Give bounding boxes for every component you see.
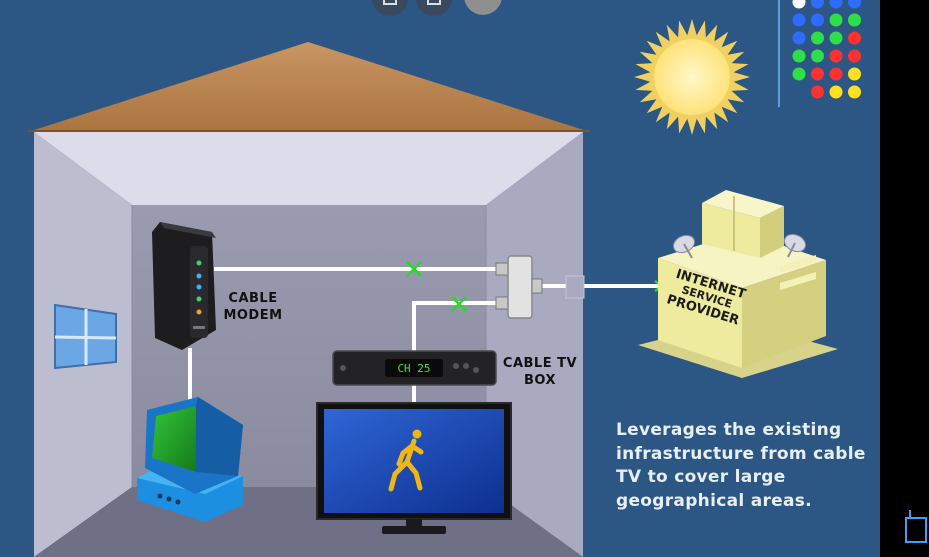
color-dot <box>848 31 861 45</box>
color-dot <box>848 13 861 27</box>
cable-tv-box: CH 25 <box>332 350 497 386</box>
color-dot <box>811 13 824 27</box>
color-dot <box>829 49 843 63</box>
control-icon <box>372 0 408 16</box>
color-dot <box>792 13 806 27</box>
isp-side-face <box>742 260 826 368</box>
tv-box-display: CH 25 <box>397 362 430 375</box>
color-dot <box>811 49 824 63</box>
color-dot <box>792 67 806 81</box>
control-icon <box>416 0 452 16</box>
color-dot <box>811 31 824 45</box>
television <box>316 402 512 534</box>
cable-tv-box-label: CABLE TV BOX <box>502 356 578 388</box>
status-led-icon <box>196 284 202 290</box>
color-dot <box>829 67 843 81</box>
connection-mark <box>451 296 467 312</box>
color-dot <box>811 0 824 9</box>
cable-modem <box>152 222 216 350</box>
runner-icon <box>388 429 424 492</box>
color-dot <box>792 0 806 9</box>
house-ceiling <box>34 132 583 205</box>
control-icon <box>464 0 502 15</box>
color-dot-grid <box>792 0 861 99</box>
connection-mark <box>406 261 422 277</box>
wireless-device-icon <box>905 510 927 543</box>
house-roof <box>28 42 590 132</box>
color-dot <box>829 13 843 27</box>
satellite-dish-icon <box>672 234 696 259</box>
sun-icon <box>634 19 750 135</box>
status-led-icon <box>196 296 202 302</box>
top-controls <box>372 0 502 16</box>
status-led-icon <box>196 309 202 315</box>
color-dot <box>792 49 806 63</box>
right-edge-bar <box>880 0 929 557</box>
satellite-dish-icon <box>783 233 807 258</box>
isp-front-face <box>658 258 742 368</box>
cable-splitter <box>495 255 585 319</box>
color-dot <box>829 0 843 9</box>
caption-text: Leverages the existing infrastructure fr… <box>616 420 866 511</box>
computer <box>137 397 243 522</box>
color-dot <box>811 67 824 81</box>
color-dot <box>829 85 843 99</box>
window <box>54 303 117 370</box>
color-dot <box>848 67 861 81</box>
cable-modem-label: CABLE MODEM <box>223 291 283 323</box>
color-dot <box>848 0 861 9</box>
color-dot <box>829 31 843 45</box>
power-led-icon <box>196 260 202 266</box>
color-dot <box>811 85 824 99</box>
isp-building: INTERNET SERVICE PROVIDER <box>638 190 838 378</box>
tv-screen <box>324 409 504 513</box>
status-led-icon <box>196 273 202 279</box>
tv-stand <box>382 526 446 534</box>
color-dot <box>848 85 861 99</box>
computer-screen <box>152 406 196 472</box>
color-dot <box>848 49 861 63</box>
color-dot <box>792 31 806 45</box>
